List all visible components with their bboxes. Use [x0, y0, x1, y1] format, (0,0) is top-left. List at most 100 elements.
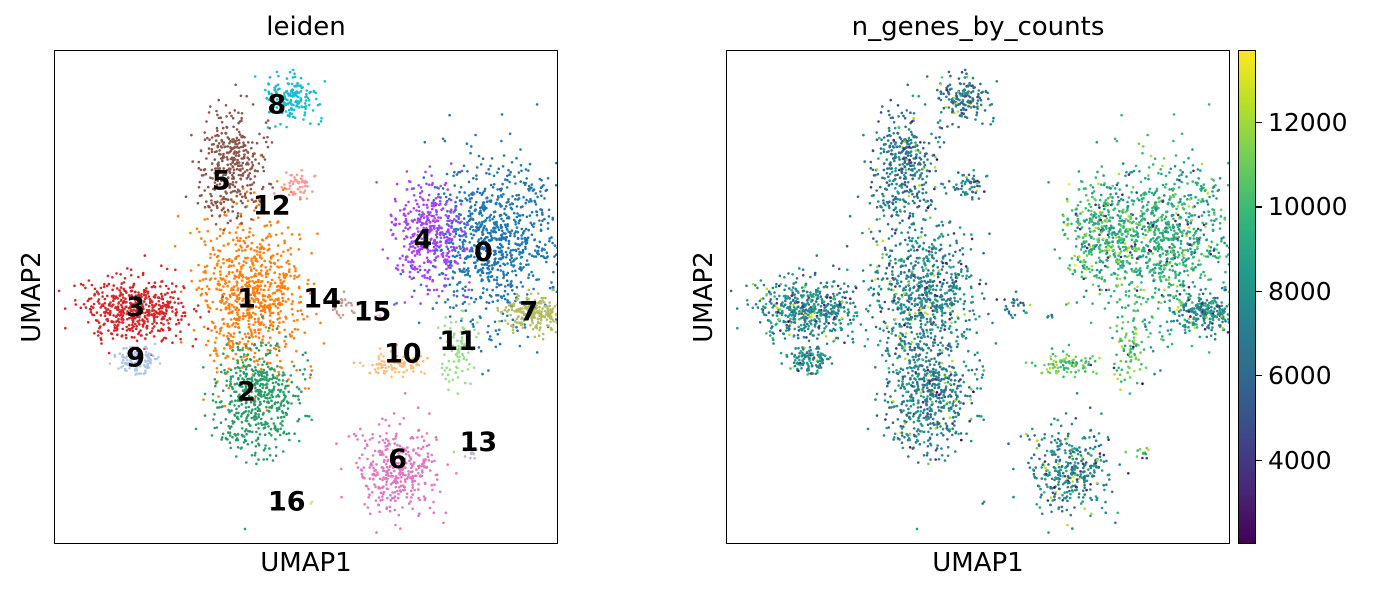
- point-cluster-0: [518, 267, 521, 270]
- point-cluster-2: [240, 446, 243, 450]
- point-cluster-0: [535, 210, 538, 213]
- point-cluster-0: [486, 231, 490, 235]
- point-cluster-6: [394, 437, 397, 440]
- point-cluster-2: [254, 412, 258, 416]
- point-cluster-4: [438, 200, 442, 203]
- point-cluster-0: [492, 249, 496, 253]
- point-cluster-3: [120, 335, 124, 338]
- point-cluster-4: [410, 266, 414, 270]
- point-cluster-0: [491, 288, 495, 292]
- point-cluster-1: [299, 300, 303, 304]
- point-cluster-12: [283, 183, 286, 186]
- point-cluster-0: [476, 228, 479, 232]
- point-cluster-3: [163, 314, 167, 318]
- point-cluster-0: [551, 218, 554, 221]
- point-cluster-5: [209, 105, 212, 108]
- point-cluster-2: [254, 407, 257, 411]
- point-cluster-2: [250, 377, 254, 381]
- point-cluster-3: [115, 272, 118, 275]
- point-cluster-1: [228, 344, 232, 348]
- point-cluster-3: [180, 318, 183, 321]
- point-cluster-2: [210, 434, 214, 437]
- point-cluster-3: [166, 300, 169, 303]
- point-cluster-0: [489, 248, 492, 251]
- point-cluster-12: [302, 191, 306, 194]
- point-cluster-2: [263, 378, 266, 381]
- point-cluster-4: [431, 201, 435, 204]
- point-cluster-2: [248, 347, 252, 350]
- point-genes: [1164, 278, 1168, 281]
- point-cluster-0: [534, 192, 538, 195]
- point-cluster-1: [303, 331, 306, 335]
- point-cluster-11: [466, 368, 470, 371]
- point-cluster-1: [215, 366, 219, 370]
- point-cluster-1: [215, 255, 219, 259]
- point-cluster-0: [481, 240, 484, 243]
- point-cluster-2: [296, 419, 299, 423]
- point-cluster-1: [298, 233, 301, 236]
- y-axis-label-leiden: UMAP2: [17, 251, 47, 343]
- point-cluster-1: [244, 314, 247, 318]
- point-cluster-2: [247, 422, 251, 426]
- point-cluster-1: [319, 321, 322, 325]
- point-cluster-8: [307, 98, 311, 102]
- cluster-label-16: 16: [268, 486, 306, 517]
- point-cluster-2: [253, 418, 256, 421]
- point-cluster-3: [86, 299, 90, 303]
- point-cluster-6: [420, 464, 423, 468]
- point-cluster-9: [145, 354, 149, 357]
- point-cluster-2: [250, 430, 254, 434]
- point-cluster-5: [220, 138, 223, 142]
- point-cluster-4: [394, 222, 398, 226]
- point-genes: [1168, 198, 1171, 201]
- point-cluster-9: [158, 362, 162, 365]
- point-cluster-6: [420, 435, 424, 438]
- point-cluster-2: [257, 427, 260, 430]
- point-cluster-1: [241, 346, 245, 350]
- point-cluster-5: [240, 112, 244, 115]
- point-cluster-1: [283, 287, 287, 290]
- point-cluster-1: [279, 278, 282, 282]
- point-cluster-0: [471, 225, 474, 228]
- point-cluster-1: [277, 288, 281, 292]
- point-cluster-6: [421, 445, 425, 449]
- point-cluster-3: [107, 329, 110, 332]
- point-cluster-5: [253, 169, 257, 173]
- point-cluster-0: [498, 238, 501, 241]
- point-genes: [1136, 309, 1140, 312]
- point-cluster-0: [512, 259, 515, 263]
- point-cluster-3: [170, 282, 174, 285]
- point-cluster-0: [543, 217, 546, 221]
- point-cluster-1: [267, 304, 271, 307]
- point-cluster-12: [301, 185, 304, 189]
- point-cluster-0: [535, 278, 538, 281]
- point-cluster-4: [410, 258, 414, 262]
- point-cluster-0: [526, 293, 529, 296]
- point-cluster-0: [556, 246, 557, 250]
- point-cluster-0: [550, 236, 553, 239]
- point-cluster-8: [303, 105, 307, 109]
- point-cluster-1: [228, 307, 231, 311]
- point-genes: [1210, 219, 1213, 222]
- point-cluster-0: [502, 192, 505, 196]
- point-genes: [1113, 137, 1117, 141]
- point-cluster-0: [544, 189, 548, 192]
- point-cluster-5: [216, 206, 219, 210]
- point-genes: [1192, 237, 1196, 240]
- point-cluster-0: [455, 304, 458, 307]
- point-cluster-5: [231, 181, 235, 184]
- point-cluster-1: [222, 302, 226, 305]
- point-cluster-0: [524, 168, 528, 171]
- point-cluster-1: [282, 320, 285, 324]
- point-cluster-2: [248, 364, 251, 367]
- point-cluster-2: [203, 392, 207, 396]
- cluster-label-5: 5: [212, 165, 231, 196]
- point-cluster-2: [266, 396, 269, 400]
- point-cluster-6: [420, 447, 423, 451]
- point-cluster-6: [375, 531, 378, 534]
- point-cluster-1: [283, 241, 286, 245]
- point-cluster-5: [241, 185, 244, 188]
- point-cluster-4: [427, 183, 431, 186]
- point-cluster-3: [170, 305, 174, 309]
- point-cluster-2: [266, 352, 270, 356]
